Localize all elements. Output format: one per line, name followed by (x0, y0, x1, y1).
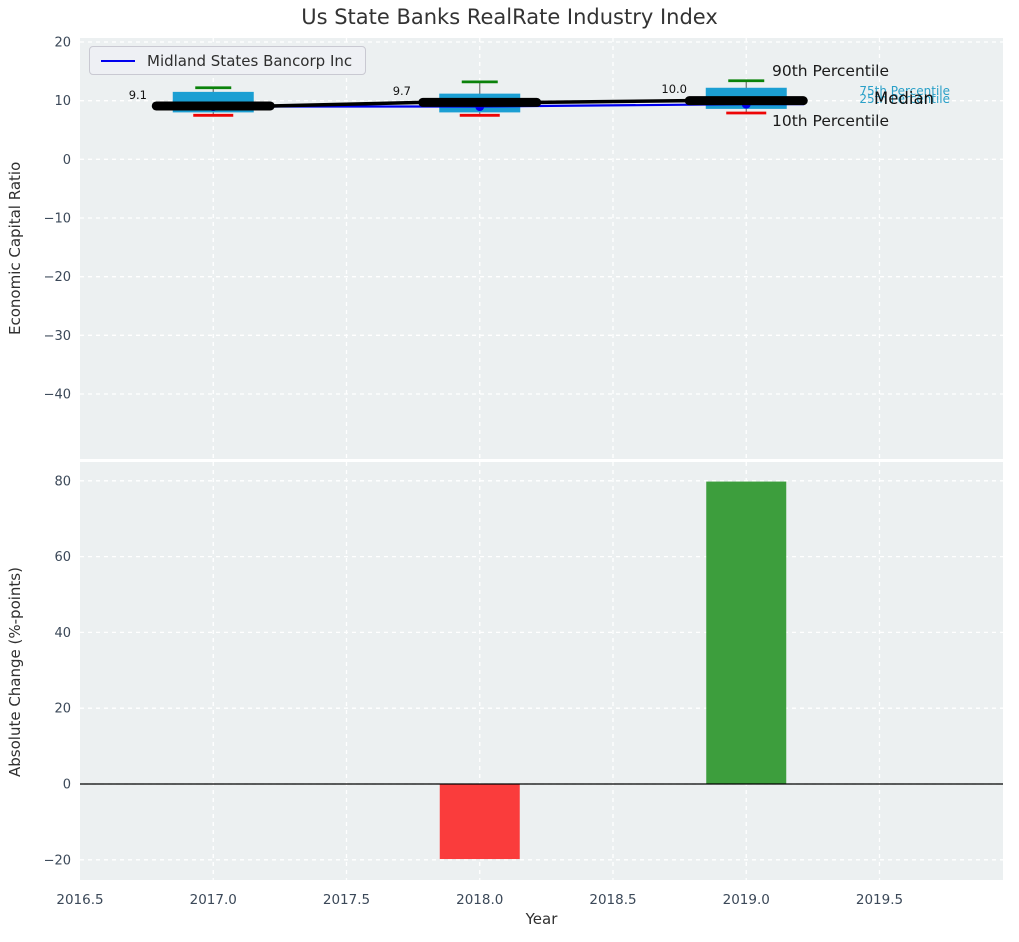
bottom-plot-background (80, 462, 1003, 880)
x-axis-label: Year (80, 910, 1003, 928)
figure: 20 10 0 −10 −20 −30 −40 80 60 40 20 0 −20 2016.5 2017.… (0, 0, 1019, 942)
y-axis-label-bottom: Absolute Change (%-points) (6, 533, 24, 811)
top-plot: 20 10 0 −10 −20 −30 −40 (44, 36, 1003, 460)
y-tick-label: 60 (54, 550, 71, 565)
bottom-plot: 80 60 40 20 0 −20 2016.5 2017.0 2017.5 2018.0 2018… (44, 462, 1003, 908)
x-tick-label: 2018.0 (456, 892, 503, 908)
change-bar-2018 (440, 784, 520, 859)
chart-title: Us State Banks RealRate Industry Index (0, 5, 1019, 29)
x-tick-label: 2017.5 (323, 892, 370, 908)
chart-canvas: 20 10 0 −10 −20 −30 −40 80 60 40 20 0 −20 2016.5 2017.… (0, 0, 1019, 942)
y-tick-label: 80 (54, 474, 71, 489)
x-tick-label: 2019.0 (723, 892, 770, 908)
y-tick-label: −10 (44, 212, 71, 227)
x-tick-label: 2017.0 (190, 892, 237, 908)
x-tick-label: 2016.5 (56, 892, 103, 908)
y-tick-label: 10 (54, 94, 71, 109)
legend: Midland States Bancorp Inc (89, 46, 366, 75)
y-tick-label: 20 (54, 702, 71, 717)
y-tick-label: 0 (63, 778, 71, 793)
change-bar-2019 (706, 482, 786, 784)
y-tick-label: 20 (54, 36, 71, 51)
y-tick-label: −30 (44, 329, 71, 344)
y-axis-label-top: Economic Capital Ratio (6, 133, 24, 363)
y-tick-label: −20 (44, 853, 71, 868)
y-tick-label: 0 (63, 153, 71, 168)
median-connector (537, 101, 690, 103)
legend-line-swatch (101, 60, 135, 62)
x-tick-label: 2018.5 (589, 892, 636, 908)
legend-label: Midland States Bancorp Inc (147, 52, 352, 70)
y-tick-label: −20 (44, 270, 71, 285)
x-tick-label: 2019.5 (856, 892, 903, 908)
y-tick-label: −40 (44, 388, 71, 403)
y-tick-label: 40 (54, 626, 71, 641)
